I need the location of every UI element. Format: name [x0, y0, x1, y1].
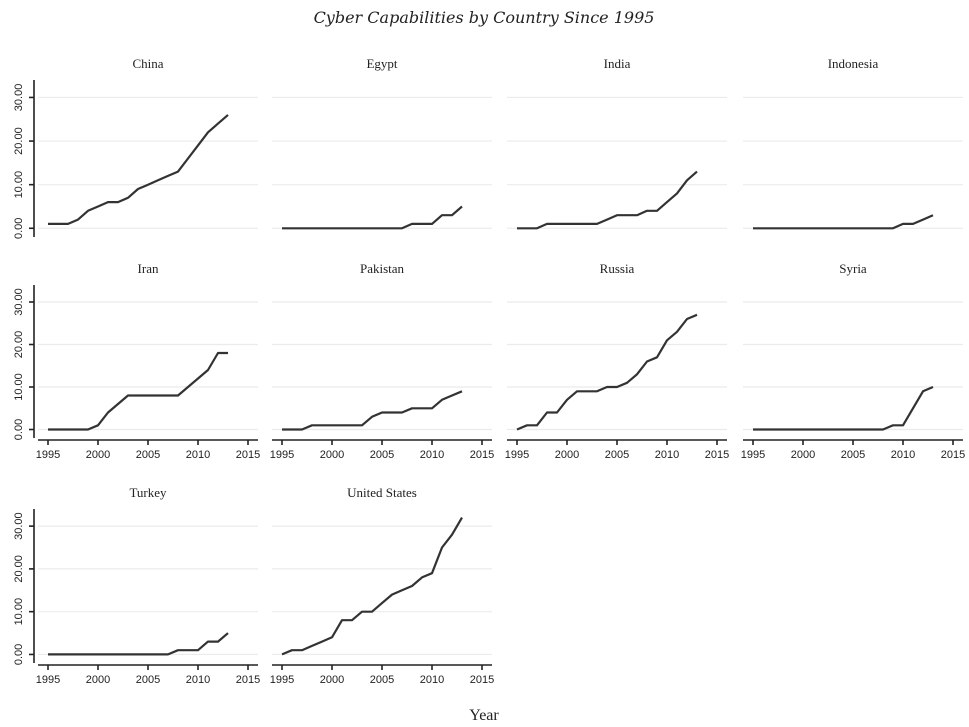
x-tick-label: 1995 [505, 449, 529, 461]
x-tick-label: 2000 [320, 674, 344, 686]
x-tick-label: 2015 [705, 449, 729, 461]
x-tick-label: 2000 [791, 449, 815, 461]
y-tick-label: 20.00 [13, 127, 25, 155]
panel-title: China [132, 56, 163, 71]
y-tick-label: 10.00 [13, 171, 25, 199]
x-tick-label: 2015 [236, 449, 260, 461]
y-tick-label: 10.00 [13, 598, 25, 626]
panel-title: Egypt [366, 56, 397, 71]
y-tick-label: 10.00 [13, 373, 25, 401]
panel-syria: Syria 1995 2000 2005 2010 2015 [741, 261, 965, 461]
x-tick-label: 2015 [470, 449, 494, 461]
x-tick-label: 2015 [941, 449, 965, 461]
panel-turkey: Turkey 0.00 10.00 20.00 30.00 1995 2000 2005 201… [13, 485, 260, 686]
panel-title: Indonesia [828, 56, 879, 71]
x-tick-label: 2010 [420, 449, 444, 461]
y-tick-label: 0.00 [13, 419, 25, 440]
x-tick-label: 2005 [370, 449, 394, 461]
x-tick-label: 2005 [370, 674, 394, 686]
x-tick-label: 2000 [86, 674, 110, 686]
panel-russia: Russia 1995 2000 2005 2010 2015 [505, 261, 729, 461]
x-tick-label: 2005 [841, 449, 865, 461]
panel-indonesia: Indonesia [743, 56, 963, 230]
x-tick-label: 2005 [136, 674, 160, 686]
series-line [753, 385, 934, 431]
y-tick-label: 20.00 [13, 331, 25, 359]
panel-egypt: Egypt [272, 56, 492, 230]
x-tick-label: 1995 [36, 674, 60, 686]
x-tick-label: 2000 [320, 449, 344, 461]
panel-title: Iran [138, 261, 159, 276]
x-tick-label: 1995 [741, 449, 765, 461]
x-tick-label: 2000 [86, 449, 110, 461]
panel-title: Pakistan [360, 261, 405, 276]
y-tick-label: 0.00 [13, 218, 25, 239]
x-tick-label: 2005 [136, 449, 160, 461]
y-tick-label: 20.00 [13, 555, 25, 583]
series-line [516, 313, 698, 431]
x-tick-label: 2005 [605, 449, 629, 461]
chart-title: Cyber Capabilities by Country Since 1995 [314, 8, 655, 27]
y-tick-label: 30.00 [13, 512, 25, 540]
x-tick-label: 2015 [470, 674, 494, 686]
panel-china: China 0.00 10.00 20.00 30.00 [13, 56, 258, 239]
series-line [282, 390, 463, 431]
y-tick-label: 30.00 [13, 288, 25, 316]
panel-iran: Iran 0.00 10.00 20.00 30.00 1995 2000 2005 2010 2… [13, 261, 260, 461]
x-tick-label: 1995 [36, 449, 60, 461]
x-tick-label: 2010 [186, 674, 210, 686]
x-tick-label: 2010 [186, 449, 210, 461]
x-tick-label: 2010 [420, 674, 444, 686]
x-tick-label: 1995 [270, 674, 294, 686]
y-tick-label: 0.00 [13, 644, 25, 665]
series-line [517, 170, 698, 230]
x-tick-label: 1995 [270, 449, 294, 461]
series-line [281, 517, 463, 656]
x-tick-label: 2010 [891, 449, 915, 461]
panel-title: Syria [839, 261, 867, 276]
panel-title: Turkey [129, 485, 167, 500]
panel-title: Russia [600, 261, 635, 276]
panel-title: United States [347, 485, 417, 500]
panel-title: India [604, 56, 631, 71]
series-line [48, 632, 229, 656]
series-line [753, 214, 934, 230]
x-tick-label: 2015 [236, 674, 260, 686]
y-tick-label: 30.00 [13, 84, 25, 112]
panel-united-states: United States 1995 2000 2005 2010 2015 [270, 485, 494, 686]
x-tick-label: 2000 [555, 449, 579, 461]
x-tick-label: 2010 [655, 449, 679, 461]
small-multiples-grid: China 0.00 10.00 20.00 30.00 Egypt India Indone… [13, 56, 965, 686]
x-axis-label: Year [469, 707, 499, 724]
series-line [48, 114, 229, 225]
series-line [48, 351, 228, 431]
panel-india: India [507, 56, 727, 230]
series-line [282, 205, 463, 230]
panel-pakistan: Pakistan 1995 2000 2005 2010 2015 [270, 261, 494, 461]
